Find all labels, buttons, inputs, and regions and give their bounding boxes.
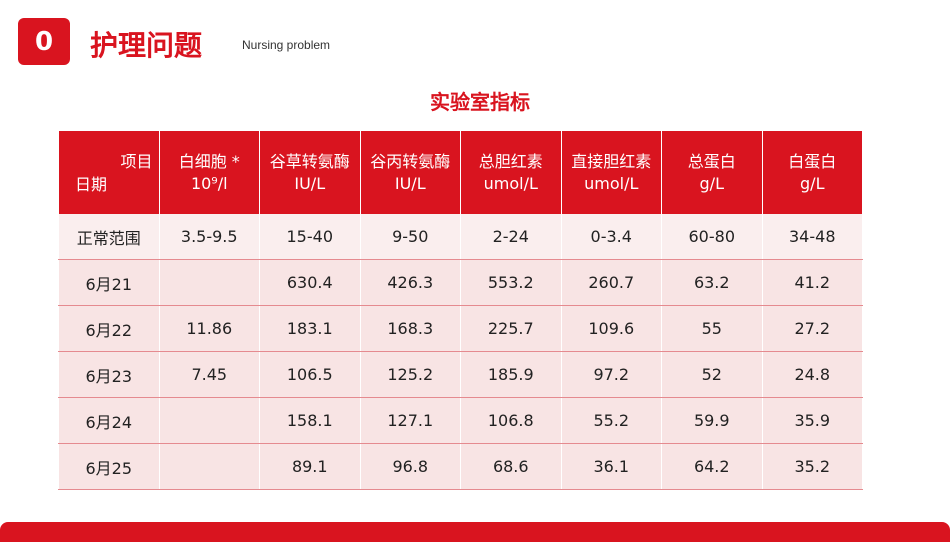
cell: 34-48 [761, 214, 863, 260]
header-row: 项目 日期 白细胞 * 10⁹/l 谷草转氨酶 IU/L 谷丙转氨酶 IU/L 总胆红素 umol… [58, 131, 863, 214]
cell: 11.86 [158, 305, 260, 352]
empty-cell [158, 397, 260, 444]
row: 6月24 158.1 127.1 106.8 55.2 59.9 35.9 [58, 397, 863, 444]
row: 6月25 89.1 96.8 68.6 36.1 64.2 35.2 [58, 443, 863, 490]
footer-bar [0, 522, 950, 542]
header-cell: 总蛋白 g/L [661, 131, 763, 214]
cell: 6月22 [58, 305, 160, 352]
header-text: 总胆红素 [478, 151, 543, 171]
header-cell: 谷草转氨酶 IU/L [259, 131, 361, 214]
cell: 6月23 [58, 351, 160, 398]
header-text: IU/L [294, 173, 326, 193]
row: 6月21 630.4 426.3 553.2 260.7 63.2 41.2 [58, 259, 863, 306]
cell: 553.2 [460, 259, 562, 306]
cell: 35.2 [761, 443, 863, 490]
cell: 60-80 [661, 214, 763, 260]
cell: 630.4 [259, 259, 361, 306]
cell: 109.6 [560, 305, 662, 352]
cell: 185.9 [460, 351, 562, 398]
cell: 127.1 [359, 397, 461, 444]
cell: 225.7 [460, 305, 562, 352]
empty-cell [158, 259, 260, 306]
cell: 106.5 [259, 351, 361, 398]
cell: 183.1 [259, 305, 361, 352]
row: 6月22 11.86 183.1 168.3 225.7 109.6 55 27.2 [58, 305, 863, 352]
header-text: umol/L [584, 173, 639, 193]
table-title: 实验室指标 [430, 90, 530, 114]
header-text: 谷丙转氨酶 [370, 151, 451, 171]
cell: 7.45 [158, 351, 260, 398]
corner-bottom: 日期 [75, 175, 108, 194]
header-cell: 白蛋白 g/L [761, 131, 863, 214]
title: 护理问题 [90, 29, 203, 62]
header-text: g/L [699, 173, 724, 193]
cell: 97.2 [560, 351, 662, 398]
header-text: g/L [800, 173, 825, 193]
header-text: 直接胆红素 [571, 151, 652, 171]
header-text: 白蛋白 [788, 151, 837, 171]
cell: 35.9 [761, 397, 863, 444]
cell: 96.8 [359, 443, 461, 490]
cell: 55 [661, 305, 763, 352]
lab-table: 项目 日期 白细胞 * 10⁹/l 谷草转氨酶 IU/L 谷丙转氨酶 IU/L 总胆红素 umol… [58, 131, 863, 490]
cell: 9-50 [359, 214, 461, 260]
cell: 260.7 [560, 259, 662, 306]
cell: 正常范围 [58, 214, 160, 260]
subtitle: Nursing problem [242, 38, 331, 52]
header-text: 谷草转氨酶 [269, 151, 350, 171]
cell: 36.1 [560, 443, 662, 490]
header-cell: 直接胆红素 umol/L [560, 131, 662, 214]
cell: 3.5-9.5 [158, 214, 260, 260]
cell: 15-40 [259, 214, 361, 260]
cell: 68.6 [460, 443, 562, 490]
cell: 158.1 [259, 397, 361, 444]
empty-cell [158, 443, 260, 490]
cell: 6月25 [58, 443, 160, 490]
header-text: 总蛋白 [687, 151, 736, 171]
header-cell: 谷丙转氨酶 IU/L [359, 131, 461, 214]
header-text: 白细胞 * [178, 151, 240, 171]
row: 正常范围 3.5-9.5 15-40 9-50 2-24 0-3.4 60-80 34-48 [58, 214, 863, 260]
cell: 27.2 [761, 305, 863, 352]
cell: 2-24 [460, 214, 562, 260]
cell: 0-3.4 [560, 214, 662, 260]
badge: 0 [18, 18, 70, 65]
header-cell: 总胆红素 umol/L [460, 131, 562, 214]
cell: 125.2 [359, 351, 461, 398]
cell: 6月24 [58, 397, 160, 444]
cell: 89.1 [259, 443, 361, 490]
cell: 41.2 [761, 259, 863, 306]
header-cell: 白细胞 * 10⁹/l [158, 131, 260, 214]
cell: 6月21 [58, 259, 160, 306]
row: 6月23 7.45 106.5 125.2 185.9 97.2 52 24.8 [58, 351, 863, 398]
header-text: IU/L [394, 173, 426, 193]
cell: 106.8 [460, 397, 562, 444]
corner-cell: 项目 日期 [58, 131, 160, 214]
cell: 63.2 [661, 259, 763, 306]
cell: 64.2 [661, 443, 763, 490]
cell: 52 [661, 351, 763, 398]
cell: 426.3 [359, 259, 461, 306]
cell: 59.9 [661, 397, 763, 444]
cell: 55.2 [560, 397, 662, 444]
header-text: umol/L [483, 173, 538, 193]
cell: 168.3 [359, 305, 461, 352]
corner-top: 项目 [120, 152, 153, 171]
header-text: 10⁹/l [190, 173, 228, 193]
cell: 24.8 [761, 351, 863, 398]
